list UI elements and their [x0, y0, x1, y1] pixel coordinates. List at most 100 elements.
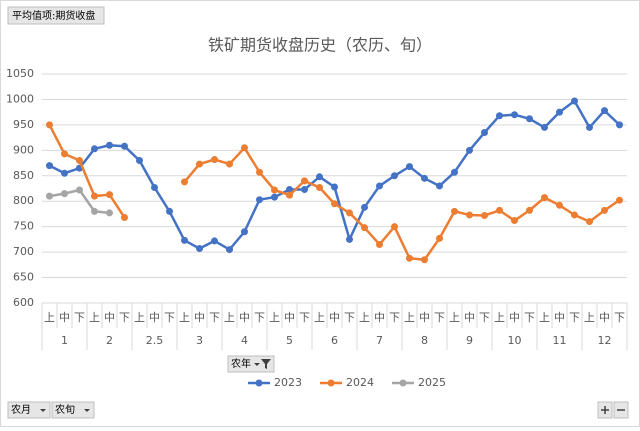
- x-tick-label: 中: [104, 311, 115, 324]
- data-point: [91, 192, 98, 200]
- x-tick-label: 中: [554, 311, 565, 324]
- x-tick-label: 中: [419, 311, 430, 324]
- x-tick-label: 下: [434, 311, 445, 324]
- legend-field-label: 农年: [231, 357, 251, 370]
- data-point: [496, 112, 503, 120]
- data-point: [406, 254, 413, 262]
- data-point: [301, 186, 308, 194]
- x-group-label: 2.5: [146, 334, 164, 347]
- x-group-label: 5: [286, 334, 293, 347]
- data-point: [586, 218, 593, 226]
- legend-label: 2024: [346, 376, 374, 389]
- x-tick-label: 中: [149, 311, 160, 324]
- legend-marker: [399, 379, 407, 387]
- x-group-label: 11: [553, 334, 567, 347]
- x-tick-label: 上: [224, 311, 235, 324]
- x-tick-label: 中: [284, 311, 295, 324]
- data-point: [331, 183, 338, 191]
- data-point: [61, 150, 68, 158]
- x-tick-label: 上: [449, 311, 460, 324]
- data-point: [346, 209, 353, 217]
- x-group-label: 2: [106, 334, 113, 347]
- dropdown-arrow: [84, 409, 90, 412]
- x-tick-label: 中: [194, 311, 205, 324]
- data-point: [481, 211, 488, 219]
- data-point: [316, 173, 323, 181]
- y-tick-label: 700: [13, 245, 34, 258]
- data-point: [451, 207, 458, 215]
- data-point: [406, 163, 413, 171]
- data-point: [361, 203, 368, 211]
- x-tick-label: 中: [374, 311, 385, 324]
- data-point: [541, 123, 548, 131]
- data-point: [541, 194, 548, 202]
- x-tick-label: 下: [254, 311, 265, 324]
- data-point: [286, 191, 293, 199]
- x-tick-label: 上: [179, 311, 190, 324]
- data-point: [61, 190, 68, 198]
- filter-icon: [261, 359, 271, 369]
- data-point: [121, 214, 128, 222]
- x-group-label: 12: [598, 334, 612, 347]
- data-point: [136, 157, 143, 165]
- y-tick-label: 1050: [6, 67, 34, 80]
- data-point: [196, 160, 203, 168]
- data-point: [226, 160, 233, 168]
- data-point: [106, 191, 113, 199]
- x-group-label: 9: [466, 334, 473, 347]
- axis-field-label: 农旬: [55, 403, 75, 416]
- data-point: [211, 155, 218, 163]
- legend-label: 2023: [274, 376, 302, 389]
- data-point: [496, 206, 503, 214]
- y-tick-label: 600: [13, 296, 34, 309]
- data-point: [421, 256, 428, 264]
- data-point: [451, 168, 458, 176]
- x-group-label: 6: [331, 334, 338, 347]
- data-point: [46, 162, 53, 170]
- data-point: [346, 235, 353, 243]
- x-tick-label: 下: [209, 311, 220, 324]
- x-tick-label: 下: [614, 311, 625, 324]
- x-tick-label: 下: [299, 311, 310, 324]
- x-tick-label: 下: [74, 311, 85, 324]
- axis-field-button[interactable]: [7, 401, 51, 419]
- x-tick-label: 上: [404, 311, 415, 324]
- x-tick-label: 下: [524, 311, 535, 324]
- x-tick-label: 下: [164, 311, 175, 324]
- axis-field-button[interactable]: [51, 401, 95, 419]
- x-group-label: 4: [241, 334, 248, 347]
- data-point: [331, 200, 338, 208]
- data-point: [151, 183, 158, 191]
- data-point: [46, 121, 53, 129]
- data-point: [166, 207, 173, 215]
- data-point: [571, 97, 578, 105]
- x-tick-label: 中: [59, 311, 70, 324]
- data-point: [106, 209, 113, 217]
- data-point: [391, 172, 398, 180]
- x-tick-label: 上: [539, 311, 550, 324]
- data-point: [391, 223, 398, 231]
- chart-title: 铁矿期货收盘历史（农历、旬）: [208, 36, 432, 55]
- y-tick-label: 800: [13, 194, 34, 207]
- legend-label: 2025: [418, 376, 446, 389]
- data-point: [301, 177, 308, 185]
- data-point: [466, 211, 473, 219]
- data-point: [511, 217, 518, 225]
- data-point: [226, 246, 233, 254]
- y-tick-label: 650: [13, 271, 34, 284]
- dropdown-arrow: [254, 363, 260, 366]
- value-field-label: 平均值项:期货收盘: [12, 9, 95, 22]
- x-group-label: 10: [508, 334, 522, 347]
- data-point: [571, 211, 578, 219]
- data-point: [436, 234, 443, 242]
- data-point: [61, 169, 68, 177]
- data-point: [181, 178, 188, 186]
- data-point: [91, 145, 98, 153]
- axis-field-label: 农月: [11, 403, 31, 416]
- value-field-button[interactable]: [7, 6, 105, 25]
- data-point: [586, 123, 593, 131]
- data-point: [181, 236, 188, 244]
- x-tick-label: 中: [464, 311, 475, 324]
- x-group-label: 8: [421, 334, 428, 347]
